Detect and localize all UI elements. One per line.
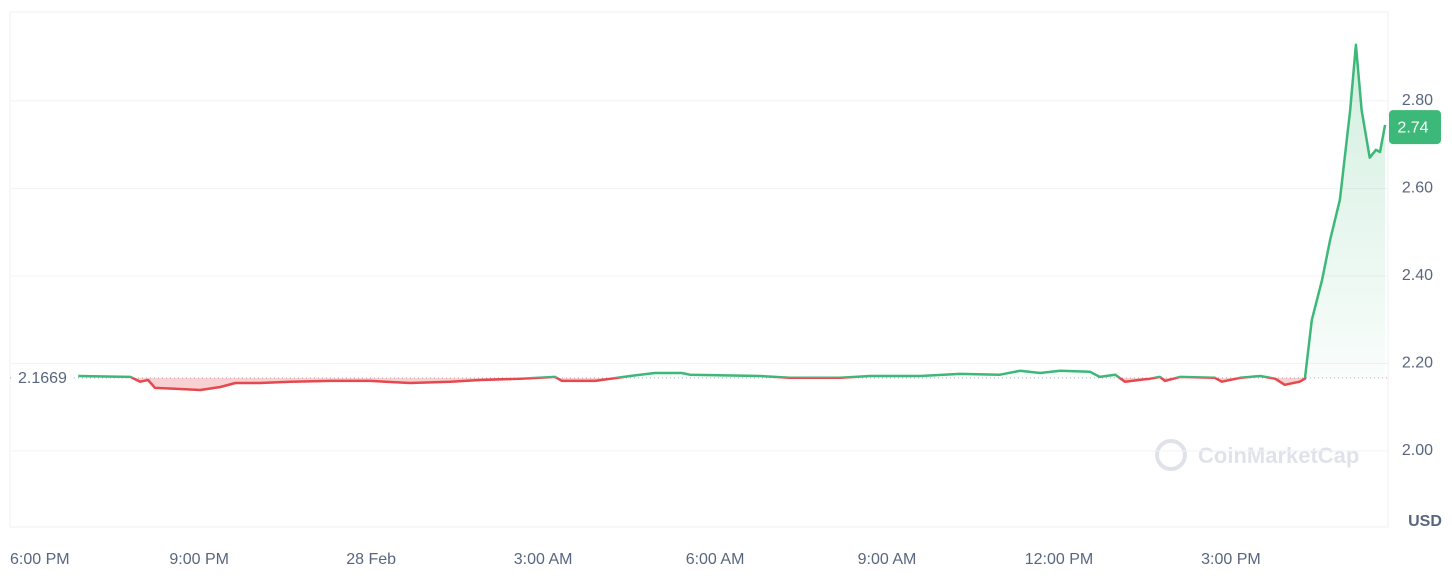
y-tick-label: 2.40 [1402, 267, 1433, 284]
watermark-text: CoinMarketCap [1198, 443, 1359, 468]
x-tick-label: 6:00 AM [686, 551, 745, 568]
x-tick-label: 9:00 AM [858, 551, 917, 568]
x-tick-label: 3:00 PM [1201, 551, 1261, 568]
plot-frame [9, 11, 1389, 528]
y-tick-label: 2.00 [1402, 442, 1433, 459]
x-tick-label: 6:00 PM [10, 551, 70, 568]
baseline-label: 2.1669 [18, 370, 67, 387]
x-tick-label: 28 Feb [346, 551, 396, 568]
unit-label: USD [1408, 513, 1442, 530]
y-tick-label: 2.80 [1402, 92, 1433, 109]
x-tick-label: 3:00 AM [514, 551, 573, 568]
baseline-label-box [12, 365, 74, 390]
watermark-logo [1155, 439, 1187, 471]
x-tick-label: 9:00 PM [169, 551, 229, 568]
y-tick-label: 2.20 [1402, 355, 1433, 372]
last-price-badge [1389, 110, 1441, 145]
watermark: CoinMarketCap [1155, 439, 1359, 471]
x-tick-label: 12:00 PM [1025, 551, 1093, 568]
y-tick-label: 2.60 [1402, 180, 1433, 197]
price-line [78, 43, 1387, 392]
last-price-label: 2.74 [1397, 119, 1428, 136]
price-area [78, 44, 1386, 391]
